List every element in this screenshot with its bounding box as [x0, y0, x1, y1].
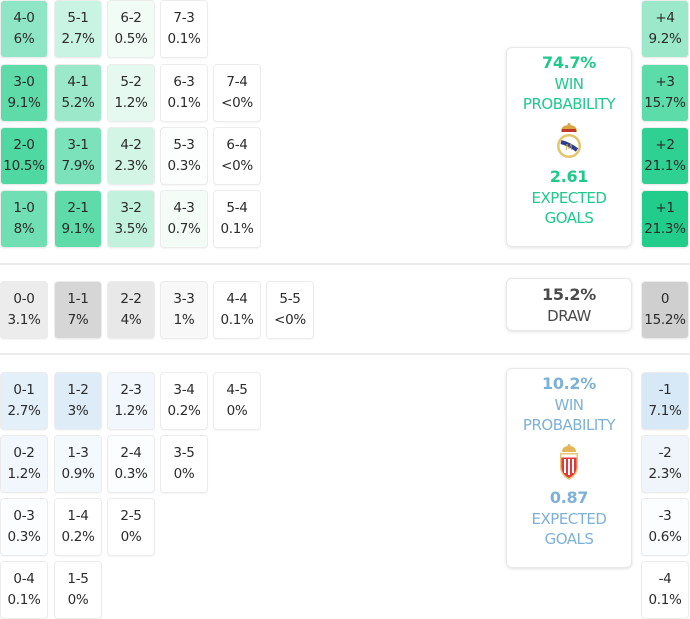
score-cell: 4-4 0.1%	[213, 281, 261, 339]
divider	[0, 353, 690, 355]
score-cell: 0-0 3.1%	[0, 281, 48, 339]
away-xg-label: EXPECTED GOALS	[531, 510, 607, 548]
draw-probability: 15.2%	[541, 284, 596, 304]
margin-cell: -4 0.1%	[641, 561, 689, 619]
score-cell: 1-4 0.2%	[54, 498, 102, 556]
margin-cell: +1 21.3%	[641, 190, 689, 248]
svg-text:M: M	[566, 143, 573, 152]
home-summary-card: 74.7% WIN PROBABILITY M 2.61 EXPECTED GO…	[506, 47, 632, 247]
score-cell: 4-5 0%	[213, 372, 261, 430]
score-cell: 2-1 9.1%	[54, 190, 102, 248]
score-cell: 6-4 <0%	[213, 127, 261, 185]
score-cell: 4-3 0.7%	[160, 190, 208, 248]
away-win-label: WIN PROBABILITY	[522, 396, 616, 434]
score-cell: 5-2 1.2%	[107, 64, 155, 122]
score-cell: 4-1 5.2%	[54, 64, 102, 122]
score-cell: 2-2 4%	[107, 281, 155, 339]
draw-label: DRAW	[547, 306, 591, 325]
score-cell: 4-0 6%	[0, 0, 48, 58]
real-madrid-crest-icon: M	[557, 123, 581, 158]
score-cell: 3-0 9.1%	[0, 64, 48, 122]
score-cell: 7-4 <0%	[213, 64, 261, 122]
score-cell: 5-5 <0%	[266, 281, 314, 339]
score-cell: 1-3 0.9%	[54, 435, 102, 493]
margin-cell: -3 0.6%	[641, 498, 689, 556]
score-cell: 0-3 0.3%	[0, 498, 48, 556]
score-cell: 6-2 0.5%	[107, 0, 155, 58]
home-win-probability: 74.7%	[541, 53, 596, 72]
score-cell: 2-4 0.3%	[107, 435, 155, 493]
score-cell: 3-5 0%	[160, 435, 208, 493]
score-cell: 3-4 0.2%	[160, 372, 208, 430]
score-cell: 6-3 0.1%	[160, 64, 208, 122]
score-cell: 4-2 2.3%	[107, 127, 155, 185]
divider	[0, 263, 690, 265]
score-cell: 1-0 8%	[0, 190, 48, 248]
score-cell: 2-3 1.2%	[107, 372, 155, 430]
score-cell: 3-1 7.9%	[54, 127, 102, 185]
monaco-crest-icon	[560, 444, 578, 480]
home-xg-label: EXPECTED GOALS	[531, 189, 607, 227]
margin-cell: +2 21.1%	[641, 127, 689, 185]
score-cell: 1-1 7%	[54, 281, 102, 339]
draw-summary-card: 15.2% DRAW	[506, 278, 632, 331]
score-cell: 7-3 0.1%	[160, 0, 208, 58]
score-cell: 0-1 2.7%	[0, 372, 48, 430]
margin-cell: -1 7.1%	[641, 372, 689, 430]
score-cell: 1-2 3%	[54, 372, 102, 430]
score-cell: 0-4 0.1%	[0, 561, 48, 619]
score-cell: 0-2 1.2%	[0, 435, 48, 493]
margin-cell: -2 2.3%	[641, 435, 689, 493]
score-cell: 3-2 3.5%	[107, 190, 155, 248]
margin-cell: 0 15.2%	[641, 281, 689, 339]
score-cell: 2-5 0%	[107, 498, 155, 556]
away-win-probability: 10.2%	[541, 374, 596, 393]
margin-cell: +4 9.2%	[641, 0, 689, 58]
score-cell: 5-4 0.1%	[213, 190, 261, 248]
margin-cell: +3 15.7%	[641, 64, 689, 122]
score-cell: 2-0 10.5%	[0, 127, 48, 185]
score-cell: 1-5 0%	[54, 561, 102, 619]
home-expected-goals: 2.61	[549, 167, 589, 186]
score-cell: 5-3 0.3%	[160, 127, 208, 185]
away-expected-goals: 0.87	[549, 488, 589, 507]
home-win-label: WIN PROBABILITY	[522, 75, 616, 113]
score-cell: 3-3 1%	[160, 281, 208, 339]
score-cell: 5-1 2.7%	[54, 0, 102, 58]
away-summary-card: 10.2% WIN PROBABILITY 0.87 EXPECTED GOAL…	[506, 368, 632, 568]
